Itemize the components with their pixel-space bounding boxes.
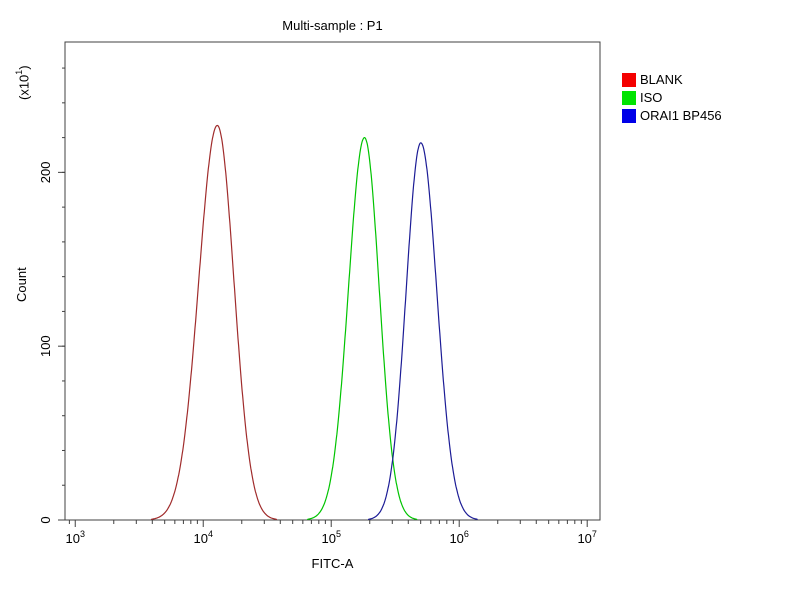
legend-item: BLANK xyxy=(622,72,722,88)
y-tick-label: 200 xyxy=(38,162,53,184)
series-curve-2 xyxy=(368,142,478,520)
legend: BLANK ISO ORAI1 BP456 xyxy=(622,72,722,124)
x-tick-label: 104 xyxy=(193,529,212,546)
x-tick-label: 105 xyxy=(321,529,340,546)
y-tick-label: 0 xyxy=(38,516,53,523)
y-axis-label: Count xyxy=(14,267,29,303)
x-tick-label: 107 xyxy=(577,529,596,546)
x-tick-label: 106 xyxy=(449,529,468,546)
y-axis-multiplier: (x101) xyxy=(14,65,32,101)
chart-title: Multi-sample : P1 xyxy=(282,18,383,33)
series-curve-1 xyxy=(307,137,418,520)
legend-label: ORAI1 BP456 xyxy=(640,108,722,123)
legend-item: ORAI1 BP456 xyxy=(622,108,722,124)
x-tick-label: 103 xyxy=(65,529,84,546)
plot-frame xyxy=(64,41,601,521)
legend-swatch xyxy=(622,109,636,123)
legend-swatch xyxy=(622,73,636,87)
legend-swatch xyxy=(622,91,636,105)
x-axis-label: FITC-A xyxy=(311,556,354,571)
legend-label: BLANK xyxy=(640,72,683,87)
y-tick-label: 100 xyxy=(38,335,53,357)
series-curve-0 xyxy=(150,124,277,520)
legend-item: ISO xyxy=(622,90,722,106)
legend-label: ISO xyxy=(640,90,663,105)
